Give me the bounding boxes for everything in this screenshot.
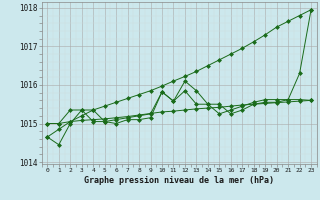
X-axis label: Graphe pression niveau de la mer (hPa): Graphe pression niveau de la mer (hPa) (84, 176, 274, 185)
